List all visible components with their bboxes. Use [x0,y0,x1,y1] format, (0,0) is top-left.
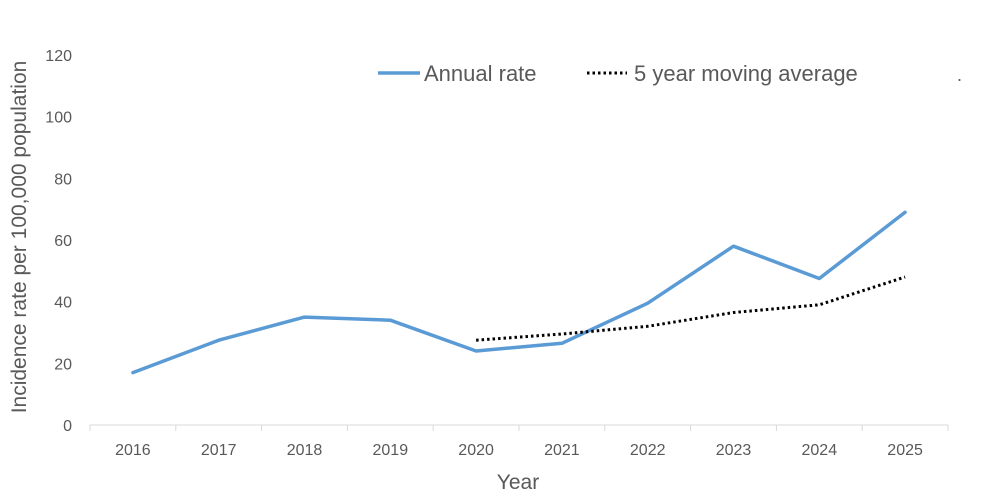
x-tick-label: 2019 [373,442,409,459]
y-tick-label: 100 [45,110,72,127]
series-line-annual-rate [131,210,907,375]
y-tick-label: 40 [54,295,72,312]
x-tick-label: 2025 [887,442,923,459]
y-tick-label: 80 [54,171,72,188]
y-axis-ticks: 0 20 40 60 80 100 120 [45,48,72,435]
stray-dot: . [957,65,962,85]
legend-label-moving-average: 5 year moving average [634,61,858,86]
y-tick-label: 0 [63,418,72,435]
x-tick-label: 2022 [630,442,666,459]
x-tick-label: 2016 [115,442,151,459]
y-axis-title: Incidence rate per 100,000 population [8,61,31,414]
x-tick-label: 2024 [802,442,838,459]
series-line-moving-average [475,275,906,342]
legend: Annual rate 5 year moving average [378,61,858,86]
legend-label-annual-rate: Annual rate [424,61,537,86]
x-tick-label: 2023 [716,442,752,459]
x-axis-title: Year [497,471,539,494]
x-axis-ticks: 2016 2017 2018 2019 2020 2021 2022 2023 2024 2025 [89,425,949,459]
x-tick-label: 2021 [544,442,580,459]
x-tick-label: 2018 [287,442,323,459]
series-layer [131,210,907,375]
y-tick-label: 60 [54,233,72,250]
y-tick-label: 120 [45,48,72,65]
x-tick-label: 2020 [458,442,494,459]
x-tick-label: 2017 [201,442,237,459]
y-tick-label: 20 [54,356,72,373]
